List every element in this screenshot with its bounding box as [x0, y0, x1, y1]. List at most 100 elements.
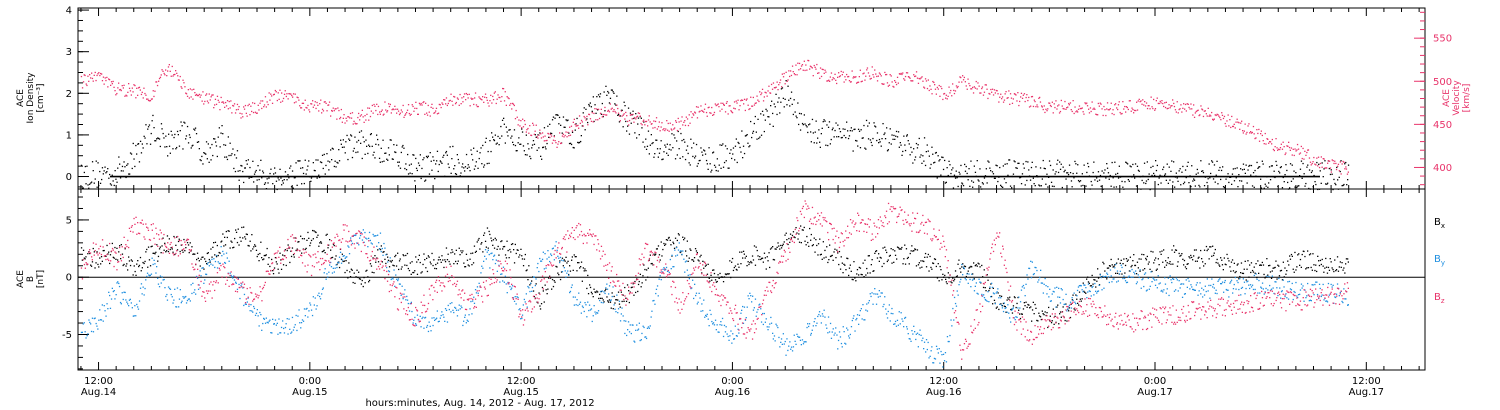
ion-density-series-point	[1188, 182, 1190, 184]
ion-density-series-point	[1146, 161, 1148, 163]
velocity-series-point	[819, 77, 821, 79]
velocity-series-point	[604, 106, 606, 109]
velocity-series-point	[335, 108, 337, 110]
bx-series-point	[631, 286, 633, 288]
bx-series-point	[551, 288, 553, 290]
by-series-point	[96, 325, 98, 327]
ion-density-series-point	[1343, 183, 1345, 186]
by-series-point	[115, 294, 117, 296]
velocity-series-point	[321, 108, 324, 110]
bx-series-point	[305, 247, 307, 250]
ion-density-series-point	[122, 170, 124, 172]
velocity-series-point	[367, 107, 369, 109]
ion-density-series-point	[790, 91, 793, 93]
bx-series-point	[510, 243, 513, 246]
ion-density-series-point	[1079, 180, 1082, 182]
velocity-series-point	[770, 83, 773, 86]
velocity-series-point	[957, 85, 959, 88]
bx-series-point	[725, 273, 727, 276]
velocity-series-point	[955, 85, 958, 87]
bx-series-point	[490, 237, 492, 239]
velocity-series-point	[184, 86, 186, 88]
bx-series-point	[227, 230, 229, 232]
ion-density-series-point	[340, 143, 342, 145]
velocity-series-point	[340, 108, 342, 111]
ion-density-series-point	[1155, 160, 1157, 162]
ion-density-series-point	[624, 105, 626, 107]
bx-series-point	[864, 259, 866, 261]
bx-series-point	[972, 273, 974, 275]
bx-series-point	[817, 254, 819, 256]
bx-series-point	[1037, 320, 1039, 322]
bx-series-point	[330, 249, 332, 251]
velocity-series-point	[147, 98, 149, 100]
ion-density-series-point	[994, 177, 996, 179]
bx-series-point	[778, 245, 780, 247]
ion-density-series-point	[93, 182, 95, 184]
bx-series-point	[1042, 313, 1044, 315]
by-series-point	[225, 252, 228, 254]
velocity-series-point	[372, 112, 374, 114]
ion-density-series-point	[501, 119, 504, 121]
ion-density-series-point	[839, 131, 842, 133]
bx-series-point	[640, 286, 642, 288]
bx-series-point	[1080, 300, 1082, 302]
by-series-point	[185, 302, 188, 304]
bx-series-point	[157, 260, 159, 262]
bx-series-point	[350, 268, 352, 270]
velocity-series-point	[1250, 132, 1253, 134]
bx-series-point	[798, 233, 800, 235]
ion-density-series-point	[845, 137, 847, 139]
ion-density-series-point	[494, 134, 496, 136]
velocity-series-point	[1307, 149, 1310, 151]
velocity-series-point	[92, 80, 94, 82]
by-series-point	[212, 264, 214, 266]
bx-series-point	[1025, 301, 1027, 303]
by-series-point	[353, 234, 355, 236]
bx-series-point	[103, 249, 105, 252]
velocity-series-point	[1220, 119, 1222, 121]
bx-series-point	[421, 271, 423, 273]
bx-series-point	[555, 265, 557, 268]
velocity-series-point	[404, 114, 406, 116]
ion-density-series-point	[213, 138, 215, 140]
bx-series-point	[992, 287, 994, 289]
by-series-point	[344, 257, 346, 259]
bx-series-point	[811, 245, 813, 247]
velocity-series-point	[822, 68, 824, 71]
velocity-series-point	[185, 93, 188, 95]
ion-density-series-point	[574, 129, 576, 131]
ion-density-series-point	[726, 148, 728, 150]
bx-series-point	[90, 265, 93, 267]
ion-density-series-point	[1324, 160, 1326, 162]
velocity-series-point	[121, 85, 123, 87]
ion-density-series-point	[479, 152, 481, 154]
y-tick-label: 500	[1433, 77, 1452, 88]
bx-series-point	[1243, 268, 1245, 270]
velocity-series-point	[1123, 108, 1125, 110]
velocity-series-point	[673, 128, 675, 130]
ion-density-series-point	[185, 138, 187, 140]
velocity-series-point	[896, 76, 899, 78]
ion-density-series-point	[368, 144, 370, 146]
velocity-series-point	[782, 76, 785, 78]
velocity-series-point	[580, 119, 583, 122]
velocity-series-point	[492, 99, 495, 101]
bx-series-point	[527, 279, 529, 281]
velocity-series-point	[116, 92, 118, 95]
bx-series-point	[351, 269, 353, 271]
ion-density-series-point	[1283, 181, 1285, 183]
by-series-point	[373, 235, 375, 237]
velocity-series-point	[434, 111, 436, 114]
velocity-series-point	[686, 118, 689, 120]
velocity-series-point	[352, 123, 354, 125]
ion-density-series-point	[350, 135, 353, 137]
velocity-series-point	[483, 101, 485, 103]
bx-series-point	[1146, 255, 1148, 258]
ion-density-series-point	[761, 110, 764, 112]
velocity-series-point	[684, 124, 687, 127]
by-series-point	[286, 318, 288, 320]
bx-series-point	[409, 262, 411, 264]
bx-series-point	[920, 260, 922, 262]
velocity-series-point	[219, 109, 221, 111]
